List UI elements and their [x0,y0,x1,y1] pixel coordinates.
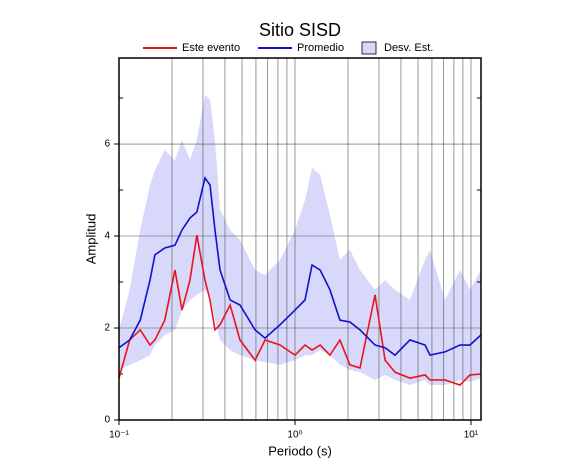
legend-label: Este evento [182,42,240,54]
y-tick-label: 2 [104,323,110,334]
y-tick-label: 0 [104,415,110,426]
y-axis-label: Amplitud [83,214,98,265]
legend-label: Promedio [297,42,344,54]
x-axis-label: Periodo (s) [268,443,332,458]
series-line [118,176,482,357]
legend-swatch [361,41,377,55]
y-tick-label: 6 [104,139,110,150]
y-tick-label: 4 [104,231,110,242]
series-line [118,234,482,386]
chart-title: Sitio SISD [259,20,341,40]
x-tick-label: 10⁻¹ [109,430,129,441]
std-band [119,94,481,386]
x-tick-label: 10¹ [464,430,479,441]
plot-frame [118,57,482,421]
x-tick-label: 10⁰ [287,430,302,441]
legend-label: Desv. Est. [384,42,433,54]
